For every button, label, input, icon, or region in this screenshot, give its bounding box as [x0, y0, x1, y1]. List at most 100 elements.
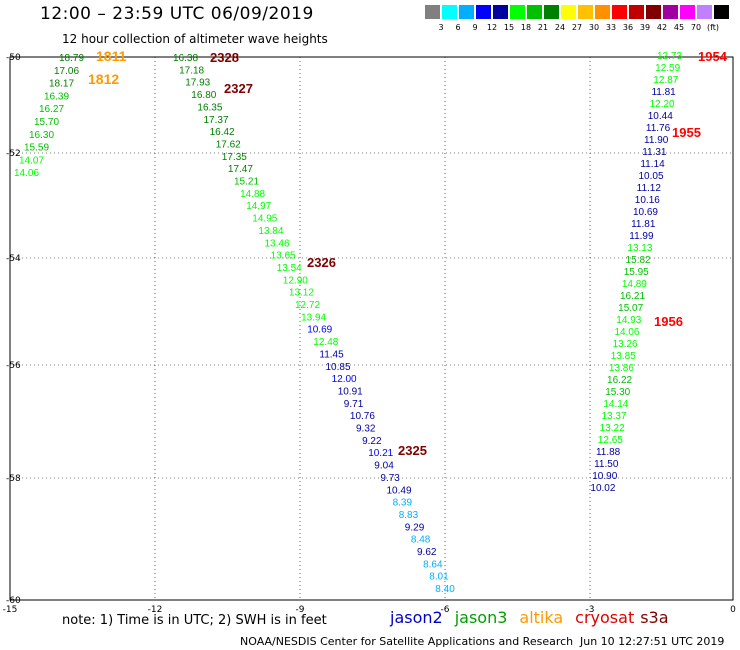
- legend-swatch: [526, 4, 543, 20]
- legend-label: 3: [438, 23, 444, 32]
- wave-height-value: 14.95: [252, 214, 277, 225]
- wave-height-value: 10.91: [338, 386, 363, 397]
- wave-height-value: 16.22: [607, 375, 632, 386]
- legend-swatch: [577, 4, 594, 20]
- pass-number-label: 1812: [88, 71, 119, 87]
- wave-height-value: 14.89: [622, 279, 647, 290]
- wave-height-value: 13.37: [602, 411, 627, 422]
- wave-height-value: 11.81: [651, 87, 676, 98]
- wave-height-value: 9.32: [356, 424, 376, 435]
- wave-height-value: 14.06: [614, 327, 639, 338]
- wave-height-value: 13.94: [301, 312, 326, 323]
- wave-height-value: 13.13: [627, 243, 652, 254]
- wave-height-value: 13.12: [289, 288, 314, 299]
- legend-label: 30: [588, 23, 600, 32]
- wave-height-value: 14.88: [240, 189, 265, 200]
- legend-label: 24: [554, 23, 566, 32]
- wave-height-value: 13.84: [258, 226, 283, 237]
- satellite-legend-cryosat: cryosat: [575, 608, 635, 627]
- wave-height-value: 11.99: [629, 231, 654, 242]
- wave-height-value: 11.50: [594, 459, 619, 470]
- wave-height-value: 9.29: [405, 522, 425, 533]
- footer-timestamp: Jun 10 12:27:51 UTC 2019: [580, 635, 725, 648]
- wave-height-value: 12.65: [598, 435, 623, 446]
- wave-height-value: 15.21: [234, 177, 259, 188]
- page-subtitle: 12 hour collection of altimeter wave hei…: [62, 32, 328, 46]
- wave-height-value: 10.69: [633, 207, 658, 218]
- satellite-legend: jason2 jason3 altika cryosat s3a: [390, 608, 675, 627]
- legend-label: 39: [639, 23, 651, 32]
- legend-swatch: [424, 4, 441, 20]
- wave-height-value: 9.04: [374, 461, 394, 472]
- wave-height-value: 16.21: [620, 291, 645, 302]
- legend-label: 15: [503, 23, 515, 32]
- wave-height-value: 14.14: [603, 399, 628, 410]
- satellite-legend-jason2: jason2: [390, 608, 443, 627]
- legend-swatch: [662, 4, 679, 20]
- x-tick-label: -6: [441, 605, 450, 615]
- wave-height-value: 9.62: [417, 547, 437, 558]
- wave-height-value: 13.65: [271, 251, 296, 262]
- wave-height-value: 12.00: [332, 374, 357, 385]
- wave-height-value: 10.69: [307, 325, 332, 336]
- legend-swatch: [713, 4, 730, 20]
- y-tick-label: -52: [6, 149, 21, 159]
- wave-height-value: 10.49: [387, 485, 412, 496]
- wave-height-value: 16.30: [29, 130, 54, 141]
- wave-height-value: 12.72: [295, 300, 320, 311]
- satellite-legend-altika: altika: [519, 608, 564, 627]
- y-tick-label: -50: [6, 53, 21, 63]
- legend-swatch: [611, 4, 628, 20]
- color-scale-legend: [424, 4, 730, 20]
- pass-number-label: 1811: [96, 48, 127, 64]
- legend-swatch: [560, 4, 577, 20]
- wave-height-value: 11.76: [646, 123, 671, 134]
- y-tick-label: -54: [6, 254, 21, 264]
- wave-height-value: 14.07: [19, 155, 44, 166]
- wave-height-value: 16.27: [39, 104, 64, 115]
- wave-height-value: 9.22: [362, 436, 382, 447]
- wave-height-value: 15.30: [605, 387, 630, 398]
- wave-height-value: 8.83: [399, 510, 419, 521]
- wave-height-value: 10.85: [326, 362, 351, 373]
- wave-height-value: 17.06: [54, 66, 79, 77]
- legend-label: 42: [656, 23, 668, 32]
- legend-label: 27: [571, 23, 583, 32]
- wave-height-value: 10.02: [590, 483, 615, 494]
- wave-height-value: 16.42: [210, 127, 235, 138]
- x-tick-label: 0: [730, 605, 736, 615]
- wave-height-value: 16.80: [191, 90, 216, 101]
- legend-swatch: [441, 4, 458, 20]
- wave-height-value: 17.62: [216, 139, 241, 150]
- legend-label: (ft): [706, 23, 720, 32]
- satellite-legend-s3a: s3a: [640, 608, 669, 627]
- wave-height-value: 10.44: [648, 111, 673, 122]
- pass-number-label: 1954: [698, 49, 728, 64]
- wave-height-value: 13.86: [609, 363, 634, 374]
- y-tick-label: -56: [6, 361, 21, 371]
- wave-height-value: 17.35: [222, 152, 247, 163]
- wave-height-value: 14.06: [14, 168, 39, 179]
- wave-height-value: 16.39: [44, 91, 69, 102]
- x-tick-label: -12: [148, 605, 163, 615]
- page-title: 12:00 – 23:59 UTC 06/09/2019: [40, 4, 314, 24]
- legend-label: 18: [520, 23, 532, 32]
- wave-height-value: 11.88: [596, 447, 621, 458]
- wave-height-value: 11.90: [644, 135, 669, 146]
- legend-swatch: [594, 4, 611, 20]
- pass-number-label: 2327: [224, 81, 253, 96]
- wave-height-value: 11.31: [642, 147, 667, 158]
- legend-swatch: [543, 4, 560, 20]
- legend-swatch: [509, 4, 526, 20]
- wave-height-value: 13.54: [277, 263, 302, 274]
- legend-label: 9: [472, 23, 478, 32]
- wave-height-value: 10.05: [639, 171, 664, 182]
- wave-height-value: 10.76: [350, 411, 375, 422]
- note-text: note: 1) Time is in UTC; 2) SWH is in fe…: [62, 613, 327, 628]
- wave-height-value: 12.20: [650, 99, 675, 110]
- x-tick-label: -15: [3, 605, 18, 615]
- wave-height-value: 18.79: [59, 53, 84, 64]
- wave-height-value: 9.71: [344, 399, 364, 410]
- legend-swatch: [696, 4, 713, 20]
- wave-height-value: 13.22: [600, 423, 625, 434]
